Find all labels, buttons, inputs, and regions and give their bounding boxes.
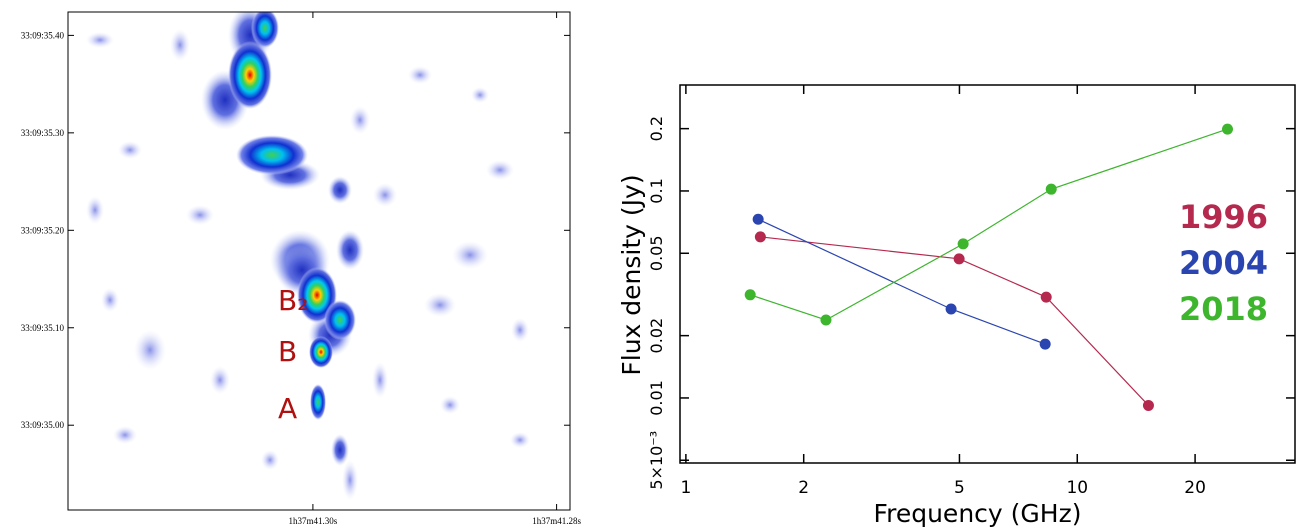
data-point: [953, 253, 965, 265]
data-point: [1045, 183, 1057, 195]
y-tick-label: 0.1: [647, 178, 666, 203]
y-tick-label: 33:09:35.40: [21, 30, 65, 40]
y-tick-label: 5×10⁻³: [647, 431, 666, 490]
data-point: [1221, 123, 1233, 135]
x-tick-label: 2: [798, 478, 809, 498]
legend-entry: 2018: [1179, 290, 1268, 328]
x-axis-title: Frequency (GHz): [874, 499, 1082, 528]
y-tick-label: 33:09:35.10: [21, 323, 65, 333]
x-tick-label: 20: [1184, 478, 1206, 498]
radio-map: [68, 12, 570, 510]
data-point: [945, 303, 957, 315]
component-label: B₂: [278, 284, 308, 317]
data-point: [752, 213, 764, 225]
component-label: A: [278, 392, 297, 425]
y-tick-label: 0.01: [647, 380, 666, 416]
series-line: [750, 128, 1228, 321]
data-point: [1142, 399, 1154, 411]
y-tick-label: 0.05: [647, 235, 666, 271]
series-line: [757, 218, 1046, 345]
data-point: [754, 231, 766, 243]
x-tick-label: 5: [954, 478, 965, 498]
x-tick-label: 1: [680, 478, 691, 498]
x-tick-label: 1h37m41.30s: [289, 516, 338, 526]
y-tick-label: 33:09:35.30: [21, 128, 65, 138]
y-axis-title: Flux density (Jy): [617, 174, 646, 375]
y-tick-label: 33:09:35.00: [21, 420, 65, 430]
data-point: [744, 289, 756, 301]
x-tick-label: 1h37m41.28s: [532, 516, 581, 526]
data-point: [957, 238, 969, 250]
y-tick-label: 33:09:35.20: [21, 225, 65, 235]
data-point: [1039, 338, 1051, 350]
map-frame: [67, 11, 571, 511]
data-point: [820, 314, 832, 326]
plot-frame: [679, 84, 1296, 464]
series-line: [760, 236, 1149, 406]
x-tick-label: 10: [1066, 478, 1088, 498]
data-point: [1040, 291, 1052, 303]
legend-entry: 2004: [1179, 244, 1268, 282]
y-tick-label: 0.02: [647, 318, 666, 354]
component-label: B: [278, 335, 297, 368]
legend-entry: 1996: [1179, 198, 1268, 236]
y-tick-label: 0.2: [647, 116, 666, 141]
